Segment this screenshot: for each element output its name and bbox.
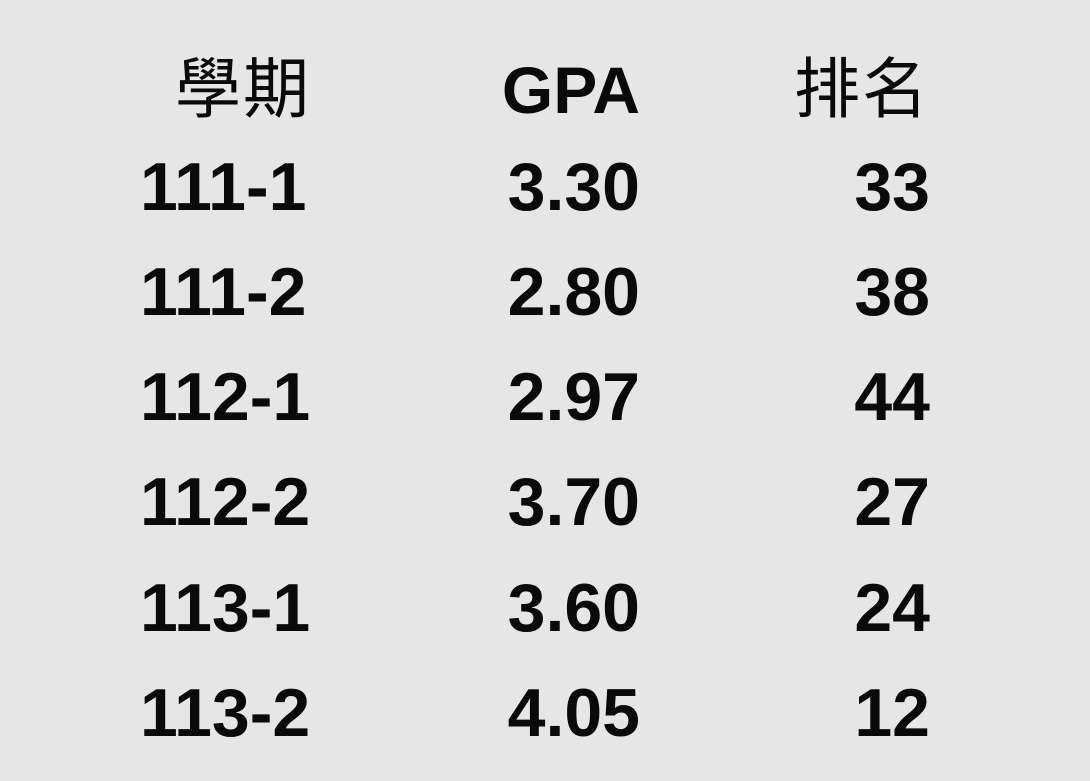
rank-cell: 12: [854, 675, 930, 751]
rank-cell: 33: [854, 149, 930, 225]
term-cell: 111-2: [140, 254, 307, 330]
gpa-cell: 3.60: [507, 570, 640, 646]
gpa-cell: 4.05: [507, 675, 640, 751]
table-row: 111-1 3.30 33: [0, 135, 1090, 239]
term-cell: 111-1: [140, 149, 307, 225]
table-header: 學期 GPA 排名: [0, 38, 1090, 142]
table-row: 112-2 3.70 27: [0, 450, 1090, 554]
rank-cell: 38: [854, 254, 930, 330]
rank-cell: 24: [854, 570, 930, 646]
header-term: 學期: [175, 51, 311, 128]
table-row: 113-1 3.60 24: [0, 556, 1090, 660]
table-row: 111-2 2.80 38: [0, 240, 1090, 344]
term-cell: 113-1: [140, 570, 311, 646]
term-cell: 113-2: [140, 675, 311, 751]
header-rank: 排名: [794, 51, 930, 128]
gpa-cell: 2.97: [507, 359, 640, 435]
table-row: 113-2 4.05 12: [0, 661, 1090, 765]
gpa-cell: 2.80: [507, 254, 640, 330]
term-cell: 112-1: [140, 359, 311, 435]
gpa-cell: 3.30: [507, 149, 640, 225]
rank-cell: 44: [854, 359, 930, 435]
gpa-cell: 3.70: [507, 464, 640, 540]
header-gpa: GPA: [501, 53, 640, 127]
table-row: 112-1 2.97 44: [0, 345, 1090, 449]
rank-cell: 27: [854, 464, 930, 540]
term-cell: 112-2: [140, 464, 311, 540]
